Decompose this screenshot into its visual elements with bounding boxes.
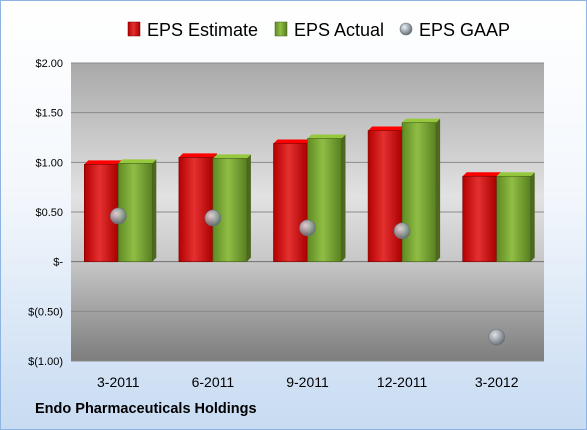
gaap-markers bbox=[110, 207, 506, 346]
x-category-label: 3-2011 bbox=[97, 374, 140, 390]
x-category-label: 9-2011 bbox=[286, 374, 329, 390]
bar-eps-estimate bbox=[273, 139, 312, 262]
y-tick-label: $1.50 bbox=[35, 108, 63, 120]
legend-label: EPS Estimate bbox=[147, 20, 258, 40]
legend-item: EPS Actual bbox=[274, 20, 384, 40]
x-category-label: 12-2011 bbox=[377, 374, 428, 390]
bars bbox=[84, 118, 535, 262]
bar-eps-actual bbox=[496, 172, 535, 262]
y-tick-label: $- bbox=[53, 257, 63, 269]
bar-eps-actual bbox=[401, 118, 441, 262]
bar-eps-actual bbox=[307, 134, 346, 262]
y-tick-label: $1.00 bbox=[35, 157, 63, 169]
legend-label: EPS GAAP bbox=[419, 20, 510, 40]
legend: EPS Estimate EPS Actual EPS GAAP bbox=[127, 20, 510, 40]
x-axis-category-labels: 3-2011 6-2011 9-2011 12-2011 3-2012 bbox=[97, 374, 519, 390]
legend-swatch bbox=[399, 22, 413, 36]
y-tick-label: $2.00 bbox=[35, 58, 63, 70]
gaap-marker bbox=[110, 207, 127, 225]
y-tick-label: $(0.50) bbox=[28, 306, 63, 318]
legend-swatch bbox=[274, 21, 288, 37]
company-name: Endo Pharmaceuticals Holdings bbox=[35, 401, 257, 417]
gaap-marker bbox=[488, 328, 506, 346]
bar-eps-estimate bbox=[462, 172, 501, 262]
x-category-label: 3-2012 bbox=[475, 374, 519, 390]
bar-eps-actual bbox=[212, 154, 251, 262]
legend-item: EPS Estimate bbox=[127, 20, 258, 40]
legend-label: EPS Actual bbox=[294, 20, 384, 40]
y-tick-label: $(1.00) bbox=[28, 356, 63, 368]
y-axis-tick-labels: $2.00 $1.50 $1.00 $0.50 $- $(0.50) $(1.00) bbox=[28, 58, 63, 368]
gaap-marker bbox=[393, 222, 411, 240]
x-category-label: 6-2011 bbox=[192, 374, 235, 390]
legend-item: EPS GAAP bbox=[399, 20, 510, 40]
bar-eps-estimate bbox=[178, 153, 217, 262]
gaap-marker bbox=[299, 219, 316, 237]
gaap-marker bbox=[204, 209, 222, 227]
legend-swatch bbox=[127, 21, 141, 37]
y-tick-label: $0.50 bbox=[35, 207, 63, 219]
bar-eps-estimate bbox=[367, 126, 407, 262]
